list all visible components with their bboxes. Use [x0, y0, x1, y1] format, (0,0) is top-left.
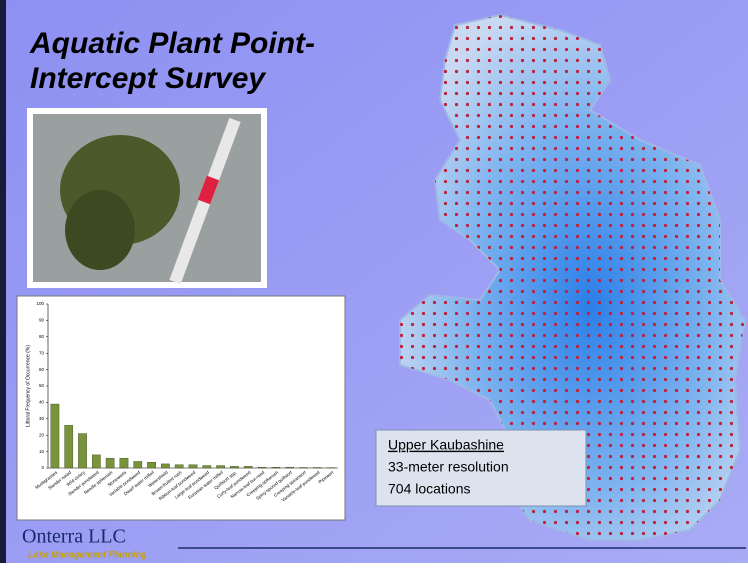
bar — [51, 404, 59, 468]
locations: 704 locations — [388, 481, 471, 497]
bar — [147, 462, 155, 468]
bar — [92, 455, 100, 468]
bar — [272, 467, 280, 468]
y-tick-label: 70 — [39, 350, 45, 355]
y-axis-label: Littoral Frequency of Occurrence (%) — [25, 345, 31, 427]
bar — [161, 464, 169, 468]
y-tick-label: 100 — [36, 301, 44, 306]
photo — [27, 108, 267, 288]
lake-name: Upper Kaubashine — [388, 437, 504, 453]
info-box: Upper Kaubashine 33-meter resolution 704… — [376, 430, 586, 506]
bar — [175, 465, 183, 468]
bar — [286, 467, 294, 468]
bar — [216, 466, 224, 468]
bar — [244, 466, 252, 468]
bar — [258, 467, 266, 468]
y-tick-label: 40 — [39, 400, 45, 405]
bar — [65, 425, 73, 468]
y-tick-label: 90 — [39, 318, 45, 323]
y-tick-label: 60 — [39, 367, 45, 372]
resolution: 33-meter resolution — [388, 459, 509, 475]
y-tick-label: 10 — [39, 449, 45, 454]
title: Aquatic Plant Point- — [29, 27, 315, 60]
bar — [78, 434, 86, 468]
bar — [189, 465, 197, 468]
y-tick-label: 50 — [39, 383, 45, 388]
left-edge — [0, 0, 6, 563]
logo-tagline: Lake Management Planning — [28, 549, 147, 559]
bar — [230, 466, 238, 468]
bar — [106, 458, 114, 468]
y-tick-label: 80 — [39, 334, 45, 339]
y-tick-label: 20 — [39, 432, 45, 437]
bar — [134, 461, 142, 468]
y-tick-label: 30 — [39, 416, 45, 421]
logo-name: Onterra LLC — [22, 526, 126, 548]
bar — [120, 458, 128, 468]
title: Intercept Survey — [30, 62, 266, 95]
bar — [203, 466, 211, 468]
